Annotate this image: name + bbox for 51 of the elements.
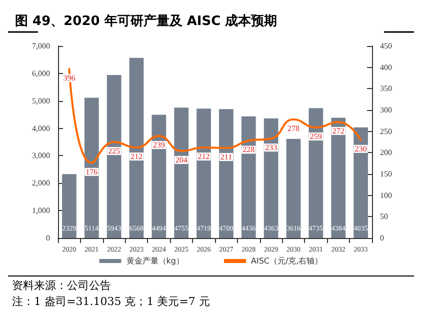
bar	[308, 108, 324, 238]
bar	[196, 108, 211, 238]
y2-tick-label: 400	[380, 62, 392, 72]
y-tick-label: 4,000	[32, 124, 50, 133]
y-tick-label: 7,000	[32, 42, 50, 50]
data-label: 176	[86, 167, 98, 176]
text: 注：1 盎司=31.1035 克；1 美元=7 元	[12, 295, 210, 308]
bar	[174, 108, 189, 238]
data-label: 212	[198, 152, 210, 162]
y2-tick-label: 50	[380, 212, 388, 222]
y-tick-label: 1,000	[32, 206, 50, 216]
bar	[241, 116, 256, 238]
data-label: 239	[152, 140, 165, 150]
bar	[219, 109, 234, 238]
text: 资料来源：公司公告	[12, 279, 111, 292]
y-tick-label: 5,000	[32, 96, 50, 106]
bar	[106, 74, 122, 238]
chart-title: 图 49、2020 年可研产量及 AISC 成本预期	[15, 13, 278, 29]
y2-tick-label: 100	[380, 190, 392, 200]
y2-tick-label: 450	[380, 42, 392, 50]
bar	[286, 138, 301, 238]
y-tick-label: 3,000	[32, 151, 50, 160]
data-label: 204	[175, 155, 188, 164]
data-label: 230	[354, 144, 367, 154]
y2-tick-label: 250	[380, 126, 392, 136]
data-label: 228	[242, 145, 255, 154]
y2-tick-label: 200	[380, 148, 392, 158]
bar	[62, 174, 76, 238]
y2-tick-label: 300	[380, 106, 392, 114]
y2-tick-label: 350	[380, 84, 392, 94]
data-label: 233	[265, 143, 278, 152]
bar	[129, 58, 144, 238]
bar	[264, 118, 278, 238]
data-label: 212	[130, 152, 142, 162]
bar	[331, 118, 346, 238]
y-tick-label: 2,000	[32, 178, 50, 188]
data-label: 396	[63, 74, 76, 83]
bar	[152, 114, 166, 238]
legend-label: 黄金产量（kg）	[126, 256, 184, 266]
y-tick-label: 6,000	[32, 68, 50, 78]
data-label: 211	[220, 152, 232, 162]
data-label: 278	[288, 124, 300, 133]
y2-tick-label: 0	[380, 234, 384, 242]
data-label: 259	[310, 132, 322, 141]
bar	[84, 98, 99, 238]
data-label: 225	[108, 146, 120, 156]
data-label: 272	[332, 126, 344, 136]
legend-label: AISC（元/克,右轴）	[250, 256, 323, 266]
y-tick-label: 0	[46, 234, 50, 242]
bar	[354, 127, 368, 238]
y2-tick-label: 150	[380, 170, 392, 178]
